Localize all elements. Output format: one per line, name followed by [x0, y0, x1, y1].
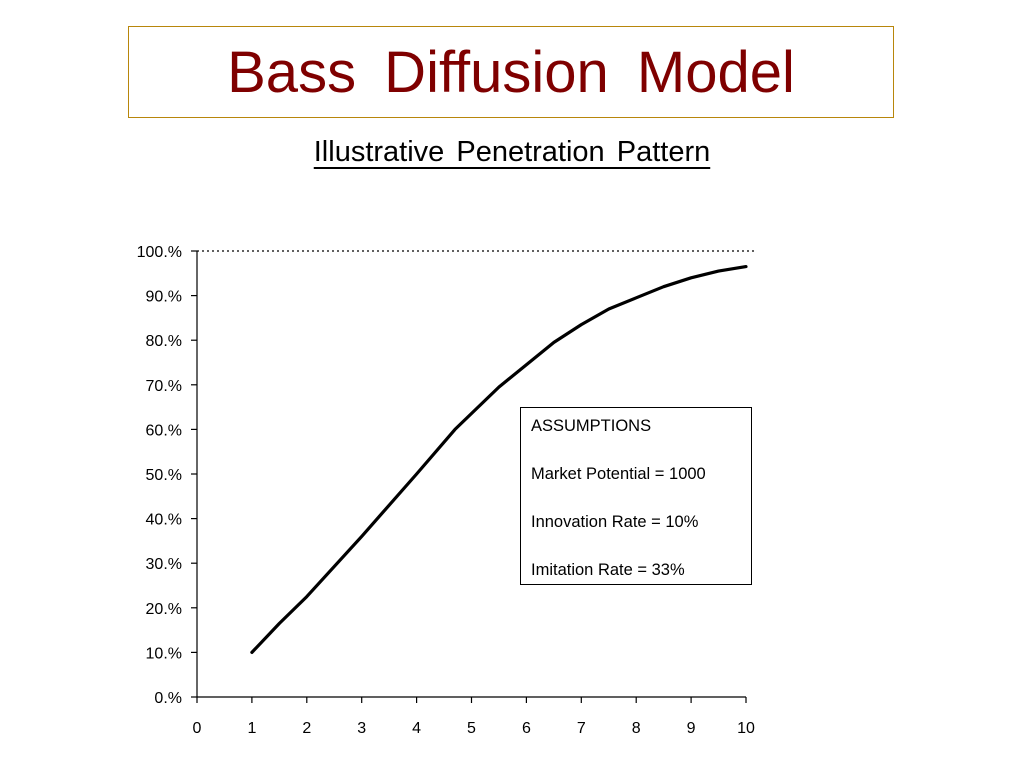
x-tick-label: 8: [632, 720, 641, 737]
y-tick-label: 40.%: [146, 512, 182, 529]
assumption-innovation-rate: Innovation Rate = 10%: [531, 513, 699, 531]
y-tick-label: 100.%: [137, 244, 182, 261]
x-tick-label: 4: [412, 720, 421, 737]
y-tick-label: 10.%: [146, 645, 182, 662]
x-tick-label: 2: [302, 720, 311, 737]
y-tick-label: 90.%: [146, 289, 182, 306]
x-tick-label: 9: [687, 720, 696, 737]
x-tick-label: 5: [467, 720, 476, 737]
y-tick-label: 30.%: [146, 556, 182, 573]
title-box: Bass Diffusion Model: [128, 26, 894, 118]
y-tick-label: 50.%: [146, 467, 182, 484]
x-tick-label: 6: [522, 720, 531, 737]
page-title: Bass Diffusion Model: [227, 39, 795, 105]
y-tick-label: 60.%: [146, 422, 182, 439]
subtitle-wrap: Illustrative Penetration Pattern: [0, 136, 1024, 169]
chart-subtitle: Illustrative Penetration Pattern: [313, 136, 711, 168]
x-tick-label: 10: [737, 720, 755, 737]
y-tick-label: 20.%: [146, 601, 182, 618]
assumption-market-potential: Market Potential = 1000: [531, 465, 706, 483]
y-tick-label: 80.%: [146, 333, 182, 350]
penetration-line: [250, 265, 748, 655]
assumptions-heading: ASSUMPTIONS: [531, 417, 652, 435]
x-tick-label: 0: [193, 720, 202, 737]
x-tick-label: 3: [357, 720, 366, 737]
x-tick-label: 1: [247, 720, 256, 737]
y-tick-label: 70.%: [146, 378, 182, 395]
x-tick-label: 7: [577, 720, 586, 737]
assumption-imitation-rate: Imitation Rate = 33%: [531, 561, 685, 579]
assumptions-box: ASSUMPTIONS Market Potential = 1000 Inno…: [520, 407, 752, 585]
y-tick-label: 0.%: [154, 690, 182, 707]
